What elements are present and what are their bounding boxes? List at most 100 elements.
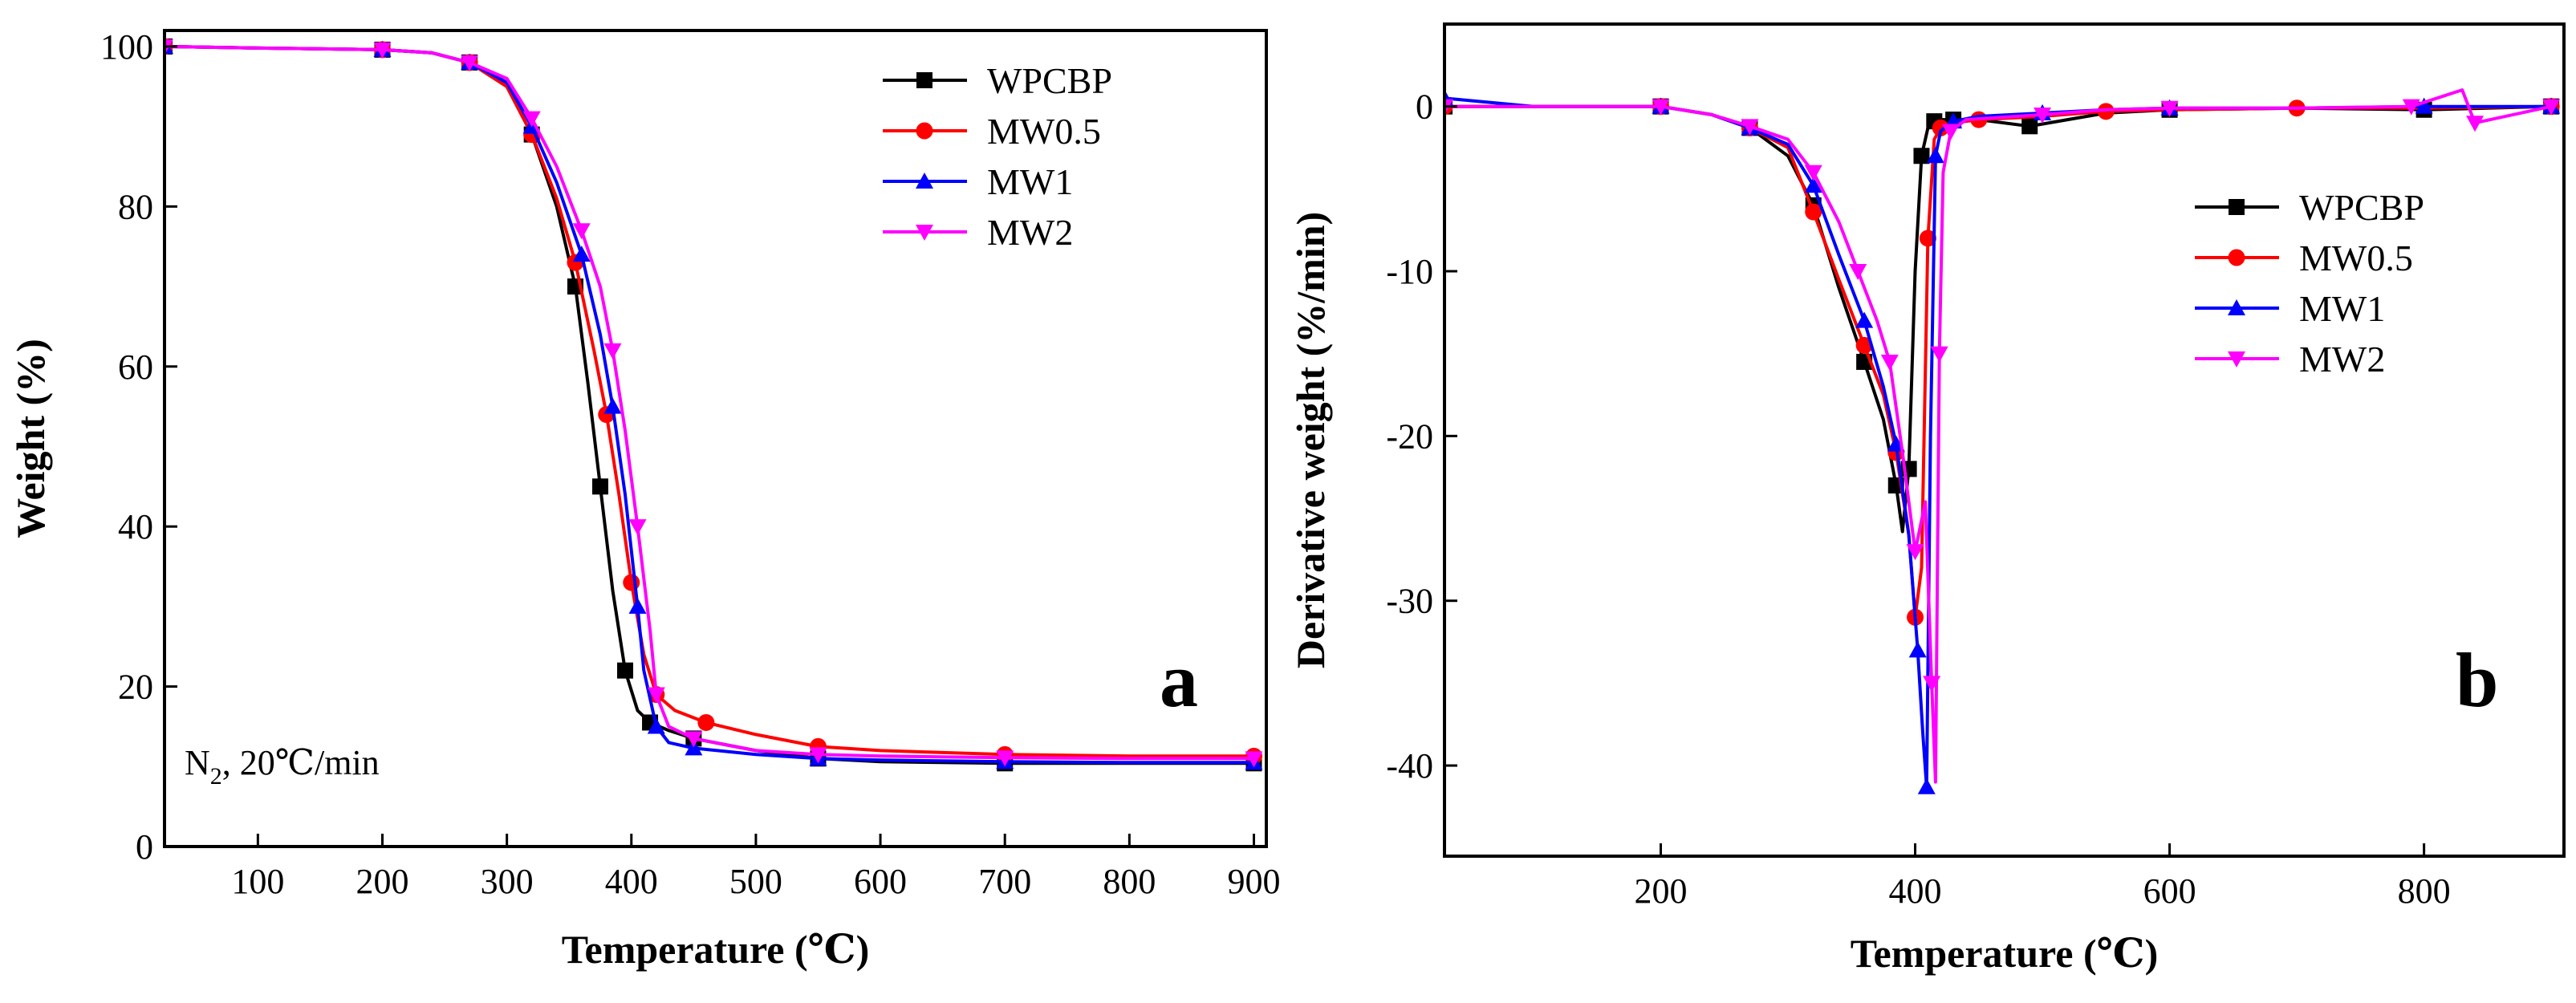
legend-entry: MW0.5 bbox=[987, 111, 1101, 152]
x-axis-title: Temperature (℃) bbox=[562, 927, 869, 972]
data-point-MW0.5 bbox=[623, 574, 640, 591]
data-point-MW0.5 bbox=[2097, 103, 2115, 120]
data-point-MW1 bbox=[572, 246, 591, 262]
series-MW2 bbox=[165, 39, 1263, 768]
y-tick-label: 40 bbox=[118, 507, 153, 546]
legend-marker-WPCBP bbox=[2229, 199, 2245, 215]
data-point-MW1 bbox=[1917, 778, 1936, 794]
series-line-MW2 bbox=[1444, 88, 2552, 784]
data-point-MW2 bbox=[1923, 676, 1941, 692]
data-point-MW1 bbox=[1804, 177, 1822, 193]
data-point-MW1 bbox=[603, 397, 622, 414]
annotation-rest: , 20℃/min bbox=[222, 743, 380, 782]
y-axis-title: Derivative weight (%/min) bbox=[1288, 212, 1333, 668]
data-point-MW2 bbox=[1849, 264, 1867, 281]
x-tick-label: 400 bbox=[1889, 871, 1942, 911]
plot-frame bbox=[163, 29, 1268, 848]
y-tick-label: -40 bbox=[1386, 746, 1433, 786]
data-point-MW2 bbox=[2402, 99, 2420, 116]
panel-label: a bbox=[1160, 637, 1198, 723]
x-tick-label: 200 bbox=[1634, 871, 1687, 911]
series-line-MW0.5 bbox=[165, 44, 1254, 758]
y-tick-label: 20 bbox=[118, 668, 153, 707]
series-MW2 bbox=[1444, 88, 2561, 784]
annotation-sub: 2 bbox=[210, 763, 222, 790]
y-axis-title: Weight (%) bbox=[8, 339, 53, 538]
x-tick-label: 400 bbox=[605, 862, 658, 901]
data-point-MW2 bbox=[522, 111, 541, 128]
x-tick-label: 500 bbox=[729, 862, 782, 901]
data-point-MW1 bbox=[2415, 97, 2433, 114]
legend-marker-MW2 bbox=[916, 225, 933, 241]
data-point-MW0.5 bbox=[1805, 203, 1822, 221]
data-point-WPCBP bbox=[617, 662, 634, 679]
x-tick-label: 600 bbox=[854, 862, 907, 901]
y-tick-label: -10 bbox=[1386, 252, 1433, 291]
y-tick-label: 0 bbox=[136, 827, 153, 867]
legend: WPCBP MW0.5 MW1 MW2 bbox=[883, 60, 1112, 253]
data-point-MW2 bbox=[1652, 99, 1670, 116]
series-line-MW1 bbox=[165, 44, 1254, 765]
data-point-MW2 bbox=[996, 750, 1014, 767]
legend-marker-MW0.5 bbox=[2228, 249, 2245, 266]
data-point-MW1 bbox=[1926, 147, 1944, 164]
data-point-MW2 bbox=[1804, 164, 1822, 181]
data-point-MW1 bbox=[647, 717, 665, 734]
legend-marker-MW2 bbox=[2228, 351, 2245, 367]
data-point-WPCBP bbox=[591, 478, 608, 495]
data-point-MW2 bbox=[647, 687, 665, 704]
legend-entry: WPCBP bbox=[987, 60, 1112, 101]
data-point-MW2 bbox=[1741, 119, 1759, 136]
data-point-MW0.5 bbox=[1919, 229, 1936, 247]
y-tick-label: -30 bbox=[1386, 582, 1433, 621]
data-point-MW2 bbox=[1930, 346, 1948, 363]
data-point-MW2 bbox=[1880, 354, 1899, 371]
data-point-MW1 bbox=[628, 597, 647, 614]
series-WPCBP bbox=[1444, 98, 2560, 534]
chart-panel-a: 100 200 300 400 500 600 700 800 900 0 20 40 60 80 100 T… bbox=[8, 27, 1280, 972]
series-MW0.5 bbox=[1444, 98, 2560, 626]
data-point-MW2 bbox=[1941, 124, 1960, 140]
legend-entry: MW2 bbox=[2299, 339, 2385, 380]
data-point-MW2 bbox=[1245, 751, 1263, 768]
legend-entry: MW1 bbox=[2299, 288, 2385, 329]
condition-annotation: N2, 20℃/min bbox=[185, 743, 380, 790]
y-tick-label: -20 bbox=[1386, 416, 1433, 456]
data-point-MW2 bbox=[2034, 107, 2052, 124]
plot-frame bbox=[1443, 22, 2566, 858]
x-axis-title: Temperature (℃) bbox=[1851, 931, 2158, 976]
data-point-MW2 bbox=[461, 55, 479, 71]
data-point-MW1 bbox=[1855, 311, 1874, 328]
legend-marker-MW1 bbox=[2228, 299, 2245, 315]
panel-label: b bbox=[2456, 637, 2498, 723]
x-tick-label: 800 bbox=[2398, 871, 2451, 911]
x-tick-label: 600 bbox=[2143, 871, 2196, 911]
chart-panel-b: 200 400 600 800 -40 -30 -20 -10 0 Temperature (℃)… bbox=[1288, 22, 2566, 976]
legend-entry: MW2 bbox=[987, 212, 1073, 253]
x-tick-label: 300 bbox=[481, 862, 534, 901]
x-tick-label: 900 bbox=[1227, 862, 1280, 901]
legend-entry: MW0.5 bbox=[2299, 238, 2413, 278]
series-line-MW2 bbox=[165, 44, 1254, 761]
x-tick-label: 200 bbox=[356, 862, 408, 901]
data-point-MW2 bbox=[685, 731, 703, 748]
data-point-MW2 bbox=[2466, 116, 2485, 132]
data-point-MW2 bbox=[2160, 100, 2179, 117]
data-point-MW0.5 bbox=[1932, 119, 1949, 136]
data-point-MW1 bbox=[1908, 641, 1927, 658]
y-tick-label: 80 bbox=[118, 187, 153, 226]
data-point-WPCBP bbox=[1913, 148, 1930, 164]
legend-marker-MW1 bbox=[916, 173, 933, 189]
data-point-MW2 bbox=[2542, 99, 2561, 116]
data-point-MW0.5 bbox=[1855, 336, 1873, 354]
legend-marker-WPCBP bbox=[916, 72, 932, 88]
legend-marker-MW0.5 bbox=[916, 122, 933, 140]
legend-entry: MW1 bbox=[987, 161, 1073, 202]
annotation-main: N bbox=[185, 743, 210, 782]
data-point-MW2 bbox=[628, 519, 647, 536]
data-point-MW2 bbox=[603, 343, 622, 359]
x-tick-label: 100 bbox=[231, 862, 284, 901]
data-point-MW2 bbox=[1906, 544, 1924, 561]
data-point-MW2 bbox=[809, 747, 827, 764]
